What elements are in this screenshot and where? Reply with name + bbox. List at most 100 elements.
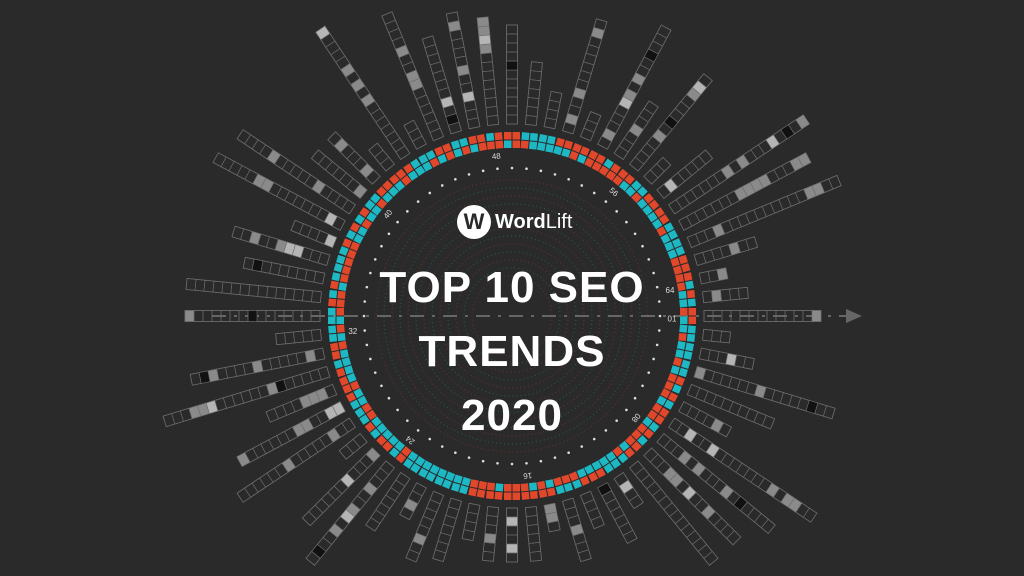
colored-cell <box>636 198 648 210</box>
bar-cell <box>309 249 322 264</box>
colored-cell <box>342 384 352 394</box>
segment <box>189 340 349 386</box>
bar-cell <box>390 137 406 153</box>
colored-cell <box>520 140 529 149</box>
colored-cell <box>486 482 496 491</box>
bar-cell <box>380 122 396 138</box>
colored-cell <box>495 483 504 492</box>
bar-cell <box>580 61 595 74</box>
ring-dot <box>406 419 409 422</box>
bar-cell <box>527 533 541 544</box>
bar-cell <box>385 130 401 145</box>
outer-bar <box>403 119 427 150</box>
segment <box>481 482 504 562</box>
colored-cell <box>414 165 426 177</box>
bar-cell <box>778 195 792 211</box>
ring-dot <box>369 271 372 275</box>
inner-dotted-ring <box>463 267 561 365</box>
inner-dotted-ring <box>423 227 601 405</box>
colored-cell <box>672 238 682 248</box>
bar-cell <box>482 79 496 90</box>
bar-cell <box>407 127 423 142</box>
colored-cell <box>670 257 680 267</box>
segment <box>315 25 426 181</box>
bar-cell <box>720 330 731 344</box>
colored-cell <box>328 290 338 299</box>
colored-cell <box>610 458 621 469</box>
bar-cell <box>705 442 721 458</box>
bar-cell <box>340 472 356 488</box>
colored-cell <box>422 460 433 471</box>
colored-cell <box>336 367 346 378</box>
colored-cell <box>528 141 538 150</box>
ring-dot <box>658 314 662 318</box>
colored-cell <box>687 298 696 307</box>
colored-cell <box>504 140 512 148</box>
segment <box>432 474 471 563</box>
segment <box>568 468 605 530</box>
ring-label: 01 <box>668 314 677 323</box>
colored-cell <box>686 333 696 342</box>
bar-cell <box>333 194 349 210</box>
bar-cell <box>705 473 720 489</box>
bar-cell <box>575 540 590 554</box>
bar-cell <box>331 166 347 182</box>
ring-dot <box>454 177 457 181</box>
colored-cell <box>359 207 370 218</box>
segment <box>338 416 388 460</box>
bar-cell <box>231 225 245 240</box>
bar-cell <box>422 111 438 125</box>
colored-cell <box>338 246 349 256</box>
colored-cell <box>376 422 388 434</box>
bar-cell <box>702 249 715 264</box>
bar-cell <box>618 479 634 495</box>
bar-cell <box>720 164 735 180</box>
colored-cell <box>584 157 595 168</box>
colored-cell <box>654 414 665 425</box>
bar-cell <box>686 211 701 227</box>
ring-dot <box>396 220 399 224</box>
ring-dot <box>539 169 543 173</box>
segment <box>184 308 344 324</box>
colored-cell <box>339 349 349 359</box>
bar-cell <box>265 408 279 423</box>
outer-bar <box>315 25 411 160</box>
bar-cell <box>683 189 698 205</box>
colored-cell <box>328 298 337 307</box>
bar-cell <box>663 178 679 194</box>
segment <box>656 152 812 244</box>
colored-cell <box>643 428 654 439</box>
colored-cell <box>546 487 556 497</box>
bar-cell <box>375 502 391 517</box>
segment <box>553 18 608 158</box>
bar-cell <box>359 163 375 179</box>
colored-cell <box>350 241 360 252</box>
segment <box>162 357 354 428</box>
colored-cell <box>546 135 556 145</box>
bar-cell <box>634 467 650 483</box>
outer-bar <box>693 236 759 267</box>
colored-cell <box>660 388 671 399</box>
bar-cell <box>395 472 411 487</box>
bar-cell <box>760 518 776 534</box>
colored-cell <box>429 157 440 168</box>
ring-dot <box>592 437 596 441</box>
colored-cell <box>598 455 610 467</box>
colored-cell <box>459 137 469 147</box>
bar-cell <box>548 90 563 103</box>
bar-cell <box>307 226 321 242</box>
colored-cell <box>453 474 463 484</box>
bar-cell <box>374 467 390 483</box>
bar-cell <box>405 549 420 563</box>
segment <box>664 372 776 430</box>
bar-cell <box>506 33 518 44</box>
colored-cell <box>337 332 346 342</box>
bar-cell <box>506 114 518 125</box>
bar-cell <box>296 447 311 463</box>
bar-cell <box>326 189 341 205</box>
inner-dotted-ring <box>383 187 641 445</box>
colored-cell <box>610 163 621 174</box>
colored-cell <box>418 467 429 479</box>
colored-cell <box>442 479 452 490</box>
colored-cell <box>437 468 448 478</box>
